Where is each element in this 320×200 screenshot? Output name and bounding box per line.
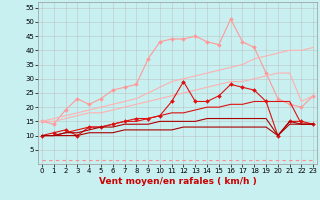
X-axis label: Vent moyen/en rafales ( km/h ): Vent moyen/en rafales ( km/h ) xyxy=(99,177,256,186)
